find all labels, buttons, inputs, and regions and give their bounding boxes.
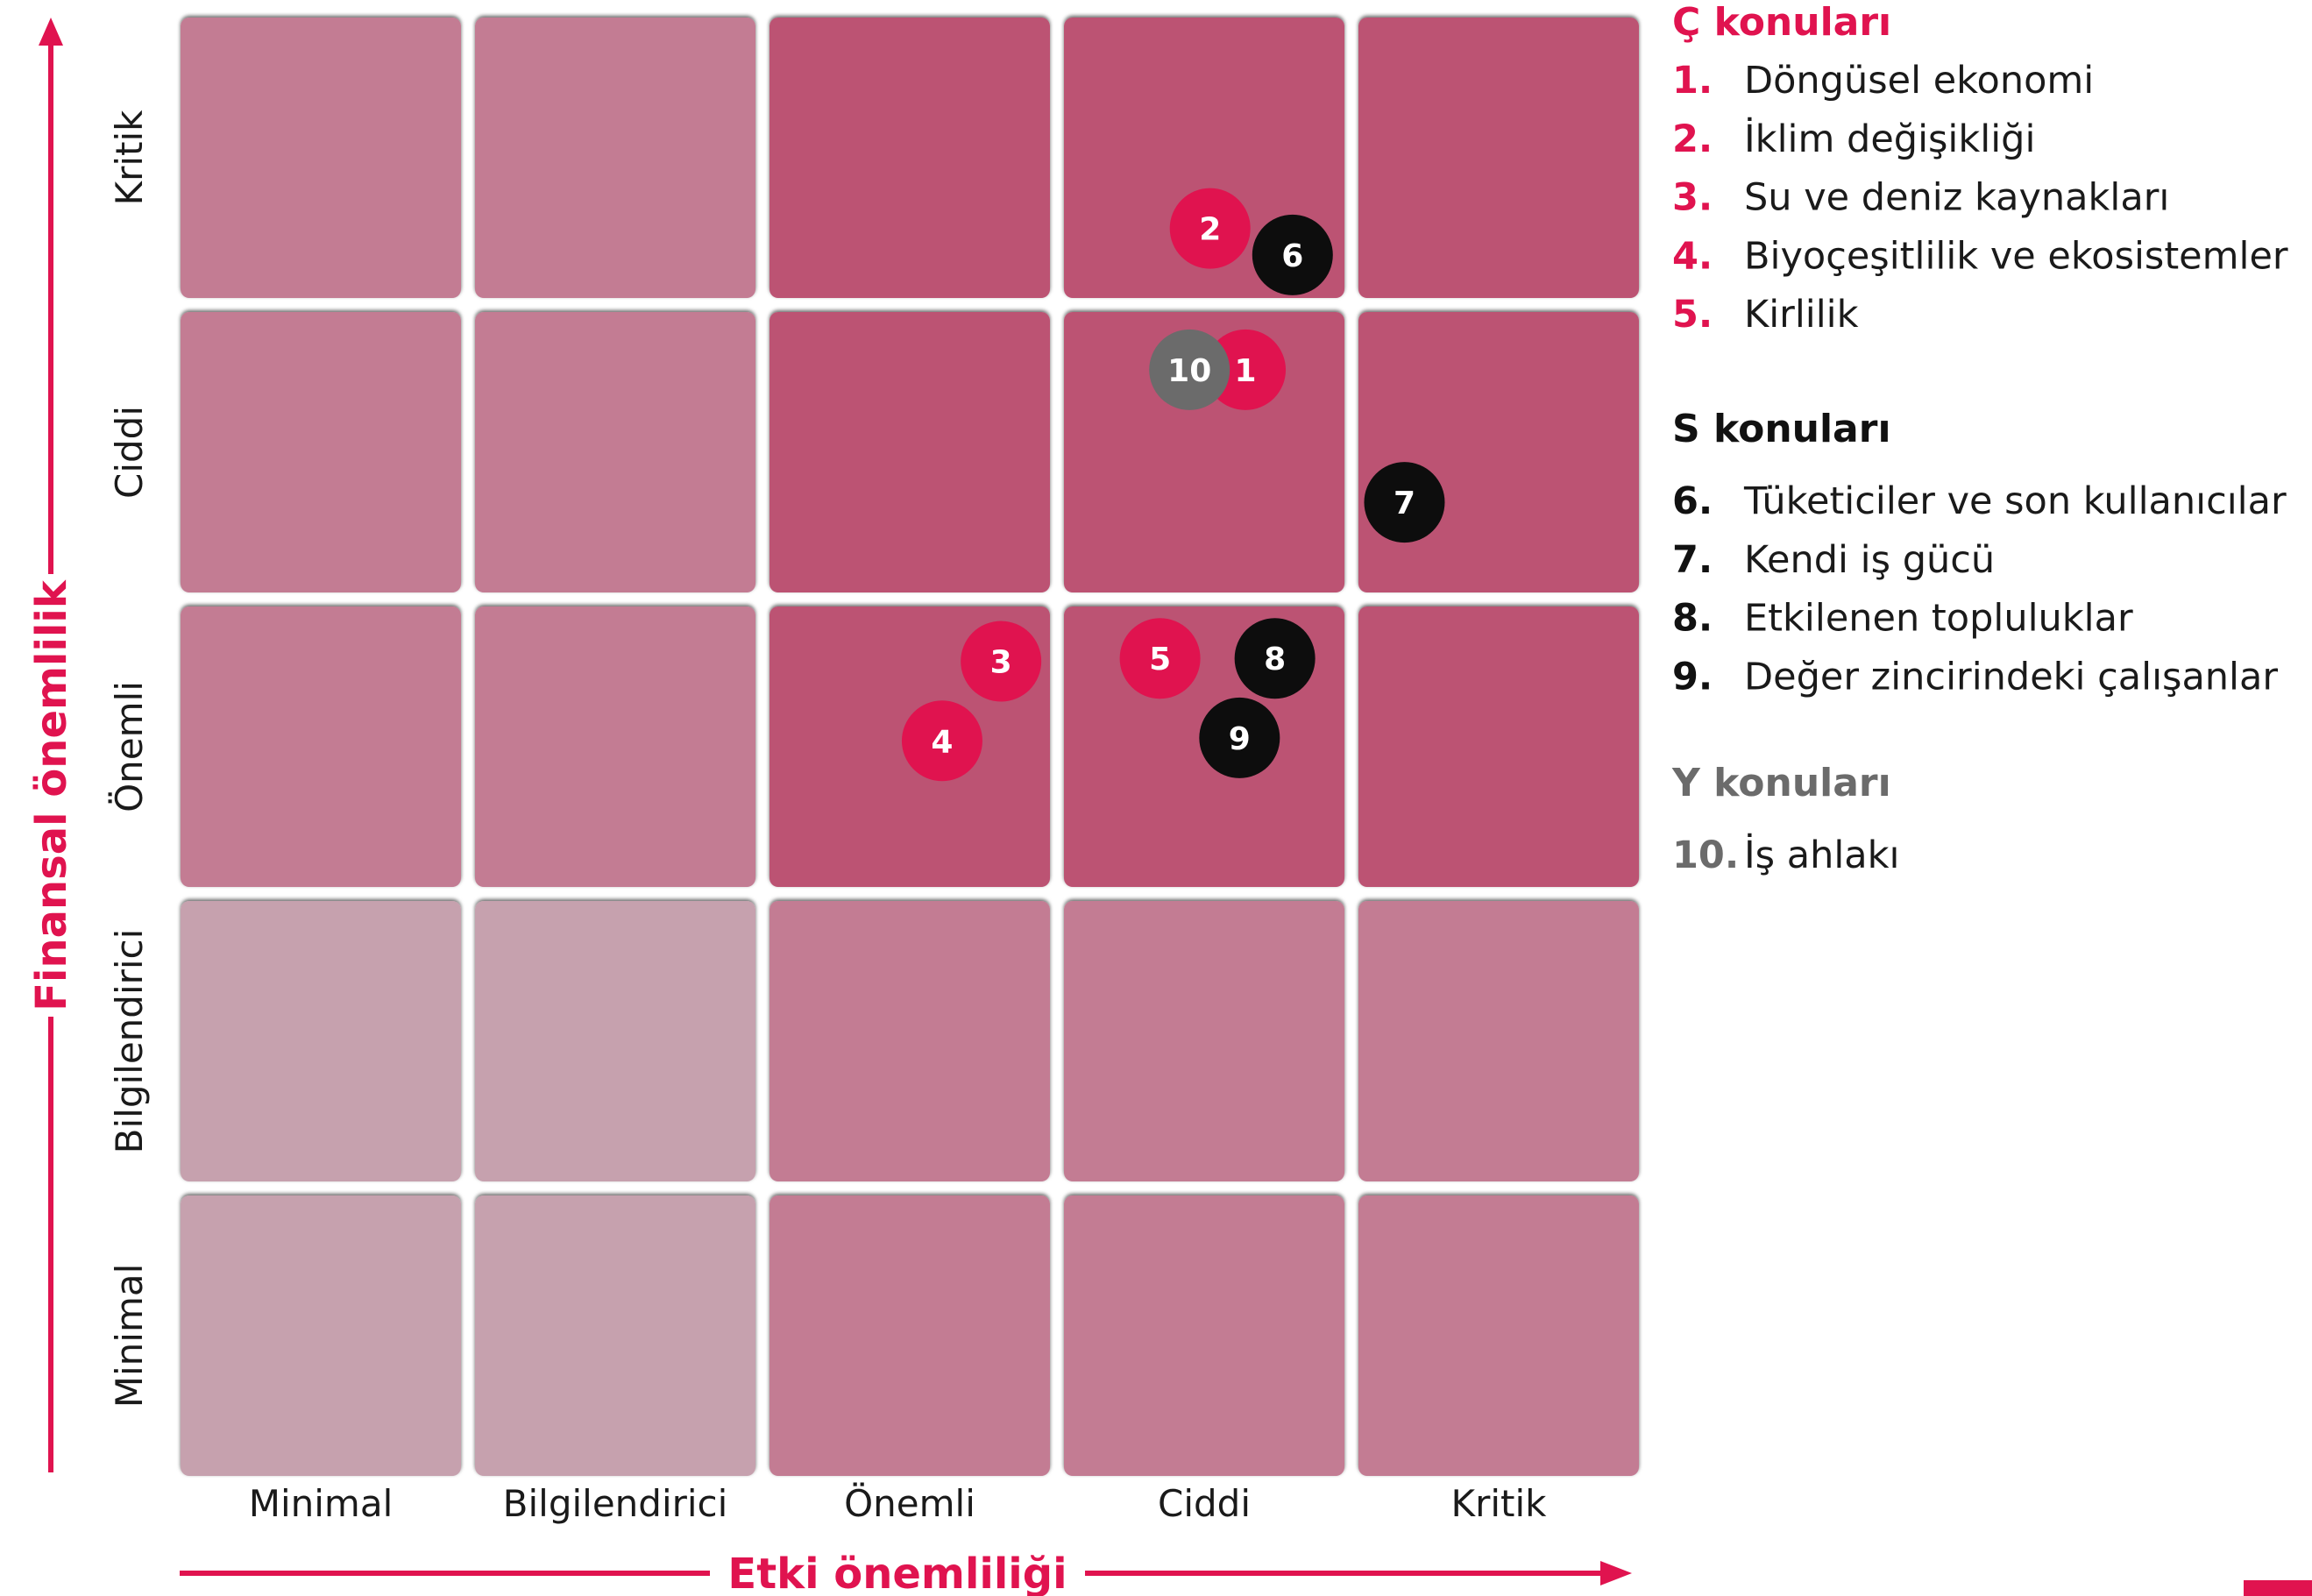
y-axis-title: Finansal önemlilik: [27, 579, 76, 1011]
topic-point-marker-4: [901, 700, 982, 782]
x-tick-bilgilendirici: Bilgilendirici: [503, 1482, 728, 1525]
legend-item-number: 2.: [1672, 117, 1713, 161]
topic-point-label-5: 5: [1149, 642, 1171, 677]
y-tick-onemli: Önemli: [107, 681, 151, 812]
topic-point-label-8: 8: [1264, 642, 1286, 677]
corner-accent-bar: [2244, 1580, 2312, 1596]
topic-point-10: 10: [1149, 329, 1230, 410]
topic-point-marker-8: [1234, 618, 1316, 699]
legend-item-text: Etkilenen topluluklar: [1744, 597, 2133, 641]
matrix-cell-ciddi-onemli: [769, 312, 1050, 592]
y-tick-kritik: Kritik: [108, 110, 151, 206]
topic-point-7: 7: [1364, 462, 1445, 543]
legend-item-number: 5.: [1672, 293, 1713, 337]
data-points: 1 2 3 4 5 6 7 8 9 10: [901, 188, 1445, 782]
topic-point-label-6: 6: [1281, 238, 1303, 274]
topic-point-marker-6: [1252, 214, 1333, 295]
topic-point-label-7: 7: [1394, 486, 1415, 521]
topic-point-label-3: 3: [990, 645, 1012, 681]
legend-group-y: Y konuları 10. İş ahlakı: [1671, 761, 1900, 877]
topic-point-marker-3: [961, 621, 1042, 702]
legend-item-text: Tüketiciler ve son kullanıcılar: [1743, 479, 2287, 523]
axes: Finansal önemlilik Etki önemliliği: [27, 18, 2312, 1596]
legend-item-text: İklim değişikliği: [1744, 117, 2035, 161]
legend-item-text: Su ve deniz kaynakları: [1744, 176, 2169, 220]
matrix-cell-bilgilendirici-minimal: [181, 901, 461, 1181]
x-tick-ciddi: Ciddi: [1158, 1482, 1251, 1525]
legend-item-number: 7.: [1672, 538, 1713, 582]
y-tick-minimal: Minimal: [108, 1264, 151, 1408]
matrix-grid: [181, 18, 1639, 1476]
legend-item-text: İş ahlakı: [1744, 833, 1900, 877]
legend-item-number: 4.: [1672, 234, 1713, 278]
legend-item-text: Döngüsel ekonomi: [1744, 59, 2094, 103]
x-tick-kritik: Kritik: [1451, 1482, 1548, 1525]
topic-point-label-4: 4: [931, 724, 953, 760]
matrix-cell-onemli-bilgilendirici: [475, 606, 755, 887]
topic-point-label-9: 9: [1229, 721, 1251, 757]
legend-item-number: 8.: [1672, 597, 1713, 641]
matrix-cell-kritik-minimal: [181, 18, 461, 298]
matrix-cell-ciddi-minimal: [181, 312, 461, 592]
legend-item-number: 6.: [1672, 479, 1713, 523]
matrix-cell-minimal-ciddi: [1064, 1195, 1344, 1476]
topic-point-marker-5: [1119, 618, 1201, 699]
topic-point-9: 9: [1199, 697, 1280, 778]
x-axis-title: Etki önemliliği: [727, 1550, 1067, 1596]
tick-labels: Minimal Bilgilendirici Önemli Ciddi Kritik Mi…: [107, 110, 1547, 1525]
topic-point-label-2: 2: [1199, 212, 1221, 248]
legend-group-c: Ç konuları 1. Döngüsel ekonomi 2. İklim deği…: [1672, 0, 2288, 337]
matrix-cell-minimal-kritik: [1358, 1195, 1639, 1476]
y-tick-bilgilendirici: Bilgilendirici: [108, 929, 151, 1154]
legend-group-s: S konuları 6. Tüketiciler ve son kullanıcı…: [1672, 407, 2287, 699]
legend-item-number: 3.: [1672, 176, 1713, 220]
legend-group-title: Y konuları: [1671, 761, 1891, 805]
matrix-cell-kritik-bilgilendirici: [475, 18, 755, 298]
topic-point-marker-9: [1199, 697, 1280, 778]
legend-group-title: S konuları: [1672, 407, 1891, 451]
topic-point-1: 1: [1205, 329, 1287, 410]
topic-point-2: 2: [1169, 188, 1251, 269]
legend: Ç konuları 1. Döngüsel ekonomi 2. İklim deği…: [1671, 0, 2288, 877]
matrix-cell-minimal-minimal: [181, 1195, 461, 1476]
topic-point-label-1: 1: [1235, 353, 1257, 389]
matrix-cell-ciddi-kritik: [1358, 312, 1639, 592]
matrix-cell-onemli-minimal: [181, 606, 461, 887]
matrix-cell-minimal-bilgilendirici: [475, 1195, 755, 1476]
topic-point-6: 6: [1252, 214, 1333, 295]
matrix-cell-bilgilendirici-kritik: [1358, 901, 1639, 1181]
matrix-cell-bilgilendirici-ciddi: [1064, 901, 1344, 1181]
legend-item-text: Kirlilik: [1744, 293, 1859, 337]
topic-point-label-10: 10: [1167, 353, 1211, 389]
legend-item-text: Kendi iş gücü: [1744, 538, 1995, 582]
legend-item-number: 1.: [1672, 59, 1713, 103]
matrix-cell-onemli-kritik: [1358, 606, 1639, 887]
topic-point-marker-7: [1364, 462, 1445, 543]
matrix-cell-kritik-onemli: [769, 18, 1050, 298]
y-axis-arrowhead: [39, 18, 63, 46]
matrix-cell-bilgilendirici-onemli: [769, 901, 1050, 1181]
matrix-cell-bilgilendirici-bilgilendirici: [475, 901, 755, 1181]
y-tick-ciddi: Ciddi: [108, 406, 151, 499]
legend-item-text: Değer zincirindeki çalışanlar: [1744, 655, 2278, 699]
topic-point-5: 5: [1119, 618, 1201, 699]
legend-group-title: Ç konuları: [1672, 0, 1891, 45]
matrix-cell-ciddi-bilgilendirici: [475, 312, 755, 592]
x-tick-onemli: Önemli: [844, 1481, 975, 1525]
legend-item-text: Biyoçeşitlilik ve ekosistemler: [1744, 234, 2288, 278]
topic-point-marker-2: [1169, 188, 1251, 269]
topic-point-marker-10: [1149, 329, 1230, 410]
x-tick-minimal: Minimal: [249, 1482, 394, 1525]
topic-point-4: 4: [901, 700, 982, 782]
legend-item-number: 10.: [1672, 833, 1739, 877]
legend-item-number: 9.: [1672, 655, 1713, 699]
topic-point-marker-1: [1205, 329, 1287, 410]
x-axis-arrowhead: [1600, 1561, 1632, 1585]
topic-point-8: 8: [1234, 618, 1316, 699]
matrix-cell-kritik-kritik: [1358, 18, 1639, 298]
matrix-cell-minimal-onemli: [769, 1195, 1050, 1476]
topic-point-3: 3: [961, 621, 1042, 702]
